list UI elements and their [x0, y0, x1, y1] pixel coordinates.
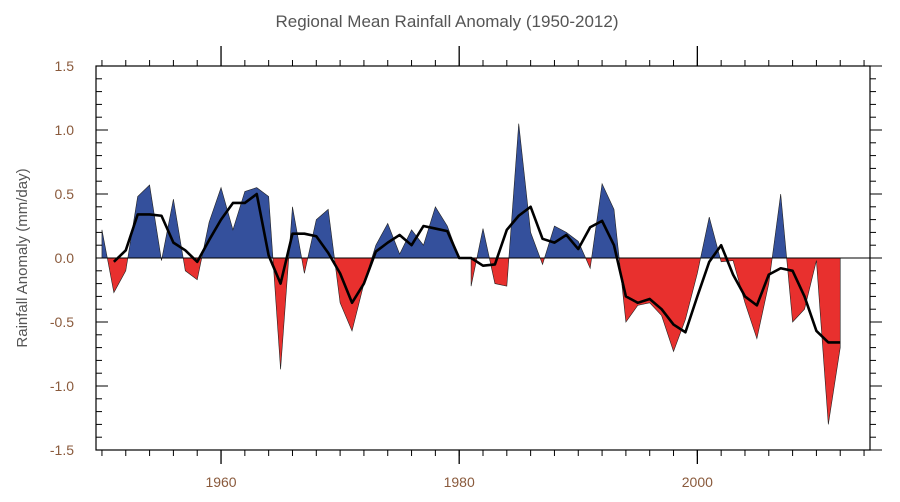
negative-anomaly-area [488, 257, 510, 287]
positive-anomaly-area [307, 208, 335, 259]
positive-anomaly-area [127, 184, 162, 259]
positive-anomaly-area [161, 199, 184, 259]
smoothed-line-layer [112, 192, 841, 344]
positive-anomaly-area [201, 186, 274, 259]
negative-anomaly-area [618, 257, 701, 353]
y-tick-label: -0.5 [50, 314, 74, 330]
y-tick-label: 1.5 [55, 58, 75, 74]
positive-anomaly-area [508, 123, 541, 259]
y-tick-label: 1.0 [55, 122, 75, 138]
negative-anomaly-area [106, 257, 129, 294]
negative-anomaly-area [301, 257, 309, 274]
anomaly-fill-layer [96, 123, 870, 425]
negative-anomaly-area [272, 257, 290, 370]
y-tick-label: -1.0 [50, 378, 74, 394]
negative-anomaly-area [334, 257, 373, 332]
tick-label-layer: -1.5 -1.0 -0.5 0.0 0.5 1.0 1.5 1960 1980 2000 [50, 58, 713, 490]
positive-anomaly-area [371, 206, 460, 259]
negative-anomaly-area [786, 257, 841, 425]
smoothed-line [112, 192, 841, 344]
x-tick-label: 1980 [444, 474, 475, 490]
positive-anomaly-area [101, 229, 108, 259]
y-axis-label: Rainfall Anomaly (mm/day) [14, 168, 31, 347]
y-tick-label: 0.5 [55, 186, 75, 202]
chart-title: Regional Mean Rainfall Anomaly (1950-201… [275, 12, 618, 31]
y-tick-label: 0.0 [55, 250, 75, 266]
negative-anomaly-area [585, 257, 592, 270]
y-tick-label: -1.5 [50, 442, 74, 458]
positive-anomaly-area [771, 193, 787, 259]
x-tick-label: 2000 [682, 474, 713, 490]
axis-layer [95, 46, 882, 464]
negative-anomaly-area [539, 257, 545, 266]
x-tick-label: 1960 [205, 474, 236, 490]
positive-anomaly-area [476, 228, 490, 259]
